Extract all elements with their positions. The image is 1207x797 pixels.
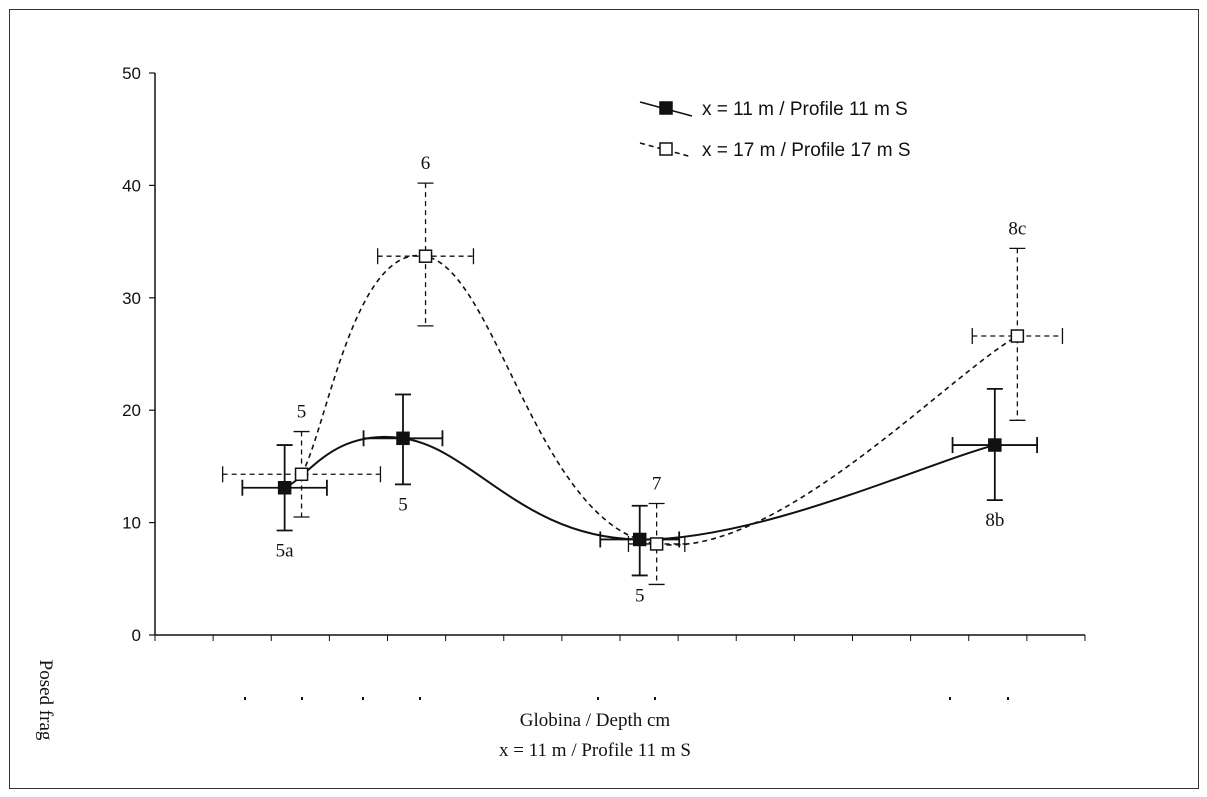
data-point-s1-p4 xyxy=(988,438,1002,452)
data-point-s1-p1 xyxy=(277,481,292,495)
legend-entry-2: x = 17 m / Profile 17 m S xyxy=(639,140,911,161)
chart-frame xyxy=(9,9,1199,789)
data-point-s2-p3 xyxy=(649,537,664,551)
y-tick-label: 0 xyxy=(132,626,141,645)
y-tick-label: 20 xyxy=(122,401,141,420)
x-tick-dot xyxy=(362,697,364,700)
point-label-s1-p2: 5 xyxy=(398,494,408,515)
x-tick-dot xyxy=(949,697,951,700)
x-axis-label: Globina / Depth cm xyxy=(520,710,671,731)
x-axis-sublabel: x = 11 m / Profile 11 m S xyxy=(499,740,691,761)
data-point-s1-p2 xyxy=(396,431,410,446)
point-label-s1-p3: 5 xyxy=(635,585,645,606)
y-tick-label: 30 xyxy=(122,289,141,308)
legend: x = 11 m / Profile 11 m S x = 17 m / Prof… xyxy=(639,99,911,161)
legend-label: x = 17 m / Profile 17 m S xyxy=(702,140,911,161)
x-tick-dot xyxy=(597,697,599,700)
legend-marker xyxy=(659,142,673,156)
error-bars xyxy=(221,182,1064,586)
error-bar-s2-p1 xyxy=(221,430,382,518)
point-label-s2-p1: 5 xyxy=(297,402,307,423)
point-label-s2-p4: 8c xyxy=(1008,218,1026,239)
data-point-s2-p4 xyxy=(1010,329,1025,343)
point-label-s2-p2: 6 xyxy=(421,153,431,174)
data-point-s2-p2 xyxy=(418,249,433,263)
x-tick-dot xyxy=(244,697,246,700)
data-point-s2-p1 xyxy=(294,467,309,482)
x-tick-dot xyxy=(301,697,303,700)
point-label-s1-p4: 8b xyxy=(985,510,1004,531)
y-tick-label: 10 xyxy=(122,514,141,533)
y-tick-label: 50 xyxy=(122,64,141,83)
series-line-2 xyxy=(300,254,1018,546)
point-labels: 5a 5 5 8b 5 6 7 8c xyxy=(276,153,1027,606)
legend-label: x = 11 m / Profile 11 m S xyxy=(702,99,908,120)
x-tick-dot xyxy=(1007,697,1009,700)
y-axis-label: Posed frag xyxy=(35,660,56,741)
data-point-s1-p3 xyxy=(632,532,647,547)
data-markers xyxy=(277,249,1025,551)
point-label-s1-p1: 5a xyxy=(276,540,295,561)
legend-entry-1: x = 11 m / Profile 11 m S xyxy=(639,99,908,120)
series-curves xyxy=(284,254,1018,546)
x-tick-dot xyxy=(654,697,656,700)
y-tick-label: 40 xyxy=(122,176,141,195)
point-label-s2-p3: 7 xyxy=(652,473,662,494)
x-tick-dot xyxy=(419,697,421,700)
legend-marker xyxy=(659,101,673,115)
series-line-1 xyxy=(284,435,996,541)
axes: 0 10 20 30 40 50 xyxy=(122,64,1086,700)
